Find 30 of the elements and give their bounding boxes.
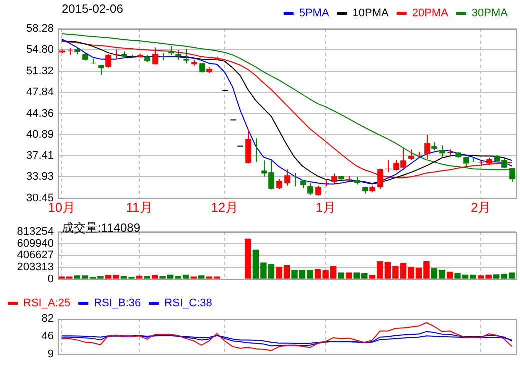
chart-title: 成交量:114089 [62, 220, 140, 237]
y-tick-label: 609940 [17, 238, 54, 250]
y-tick-label: 54.80 [26, 44, 54, 56]
y-tick-label: 203313 [17, 262, 54, 274]
y-tick-label: 33.93 [26, 171, 54, 184]
legend-label: RSI_B:36 [94, 298, 142, 310]
y-tick-label: 9 [48, 348, 54, 360]
y-tick-label: 30.45 [26, 192, 54, 204]
legend-label: 5PMA [299, 8, 330, 20]
legend-label: 30PMA [472, 8, 509, 20]
y-tick-label: 51.32 [26, 65, 54, 78]
legend-label: RSI_C:38 [164, 298, 212, 310]
y-tick-label: 0 [48, 273, 54, 286]
y-tick-label: 813254 [17, 226, 54, 238]
legend-label: RSI_A:25 [24, 298, 71, 310]
y-tick-label: 44.36 [26, 108, 54, 120]
chart-title: 2015-02-06 [62, 2, 124, 16]
y-tick-label: 47.84 [26, 86, 54, 99]
y-tick-label: 406627 [17, 250, 54, 262]
y-tick-label: 40.89 [26, 128, 54, 141]
y-tick-label: 82 [42, 313, 54, 326]
legend-label: 10PMA [352, 8, 390, 20]
x-tick-label: 1月 [316, 200, 336, 215]
legend-label: 20PMA [412, 8, 450, 20]
y-tick-label: 58.28 [26, 23, 54, 36]
x-tick-label: 2月 [470, 200, 492, 215]
y-tick-label: 37.41 [26, 150, 54, 162]
x-tick-label: 11月 [126, 200, 153, 215]
x-tick-label: 12月 [211, 200, 239, 215]
y-tick-label: 46 [42, 330, 54, 342]
